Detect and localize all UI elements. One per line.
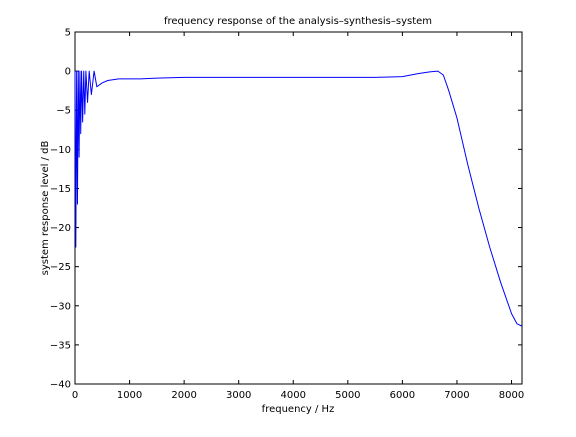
- y-tick-label: −25: [50, 262, 71, 273]
- x-tick-label: 7000: [444, 390, 469, 401]
- chart-title: frequency response of the analysis–synth…: [164, 16, 432, 27]
- plot-area: [74, 31, 523, 385]
- x-tick-label: 6000: [390, 390, 415, 401]
- y-tick-label: 0: [65, 67, 71, 78]
- x-tick-label: 4000: [281, 390, 306, 401]
- x-axis-ticks: 0 1000 2000 3000 4000 5000 6000 7000 8000: [72, 32, 524, 401]
- y-tick-label: −30: [50, 301, 71, 312]
- y-axis-ticks: 5 0 −5 −10 −15 −20 −25 −30 −35 −40: [50, 28, 522, 391]
- y-axis-label: system response level / dB: [40, 141, 51, 276]
- y-tick-label: −35: [50, 340, 71, 351]
- y-tick-label: −20: [50, 223, 71, 234]
- y-tick-label: 5: [65, 28, 71, 39]
- series-layer: [74, 70, 523, 327]
- x-tick-label: 0: [72, 390, 78, 401]
- x-tick-label: 3000: [226, 390, 251, 401]
- series-line: [74, 70, 523, 327]
- y-tick-label: −15: [50, 184, 71, 195]
- y-tick-label: −5: [56, 106, 71, 117]
- y-tick-label: −10: [50, 145, 71, 156]
- x-tick-label: 5000: [335, 390, 360, 401]
- x-tick-label: 2000: [171, 390, 196, 401]
- x-tick-label: 1000: [117, 390, 142, 401]
- x-tick-label: 8000: [499, 390, 524, 401]
- y-tick-label: −40: [50, 380, 71, 391]
- x-axis-label: frequency / Hz: [262, 404, 335, 415]
